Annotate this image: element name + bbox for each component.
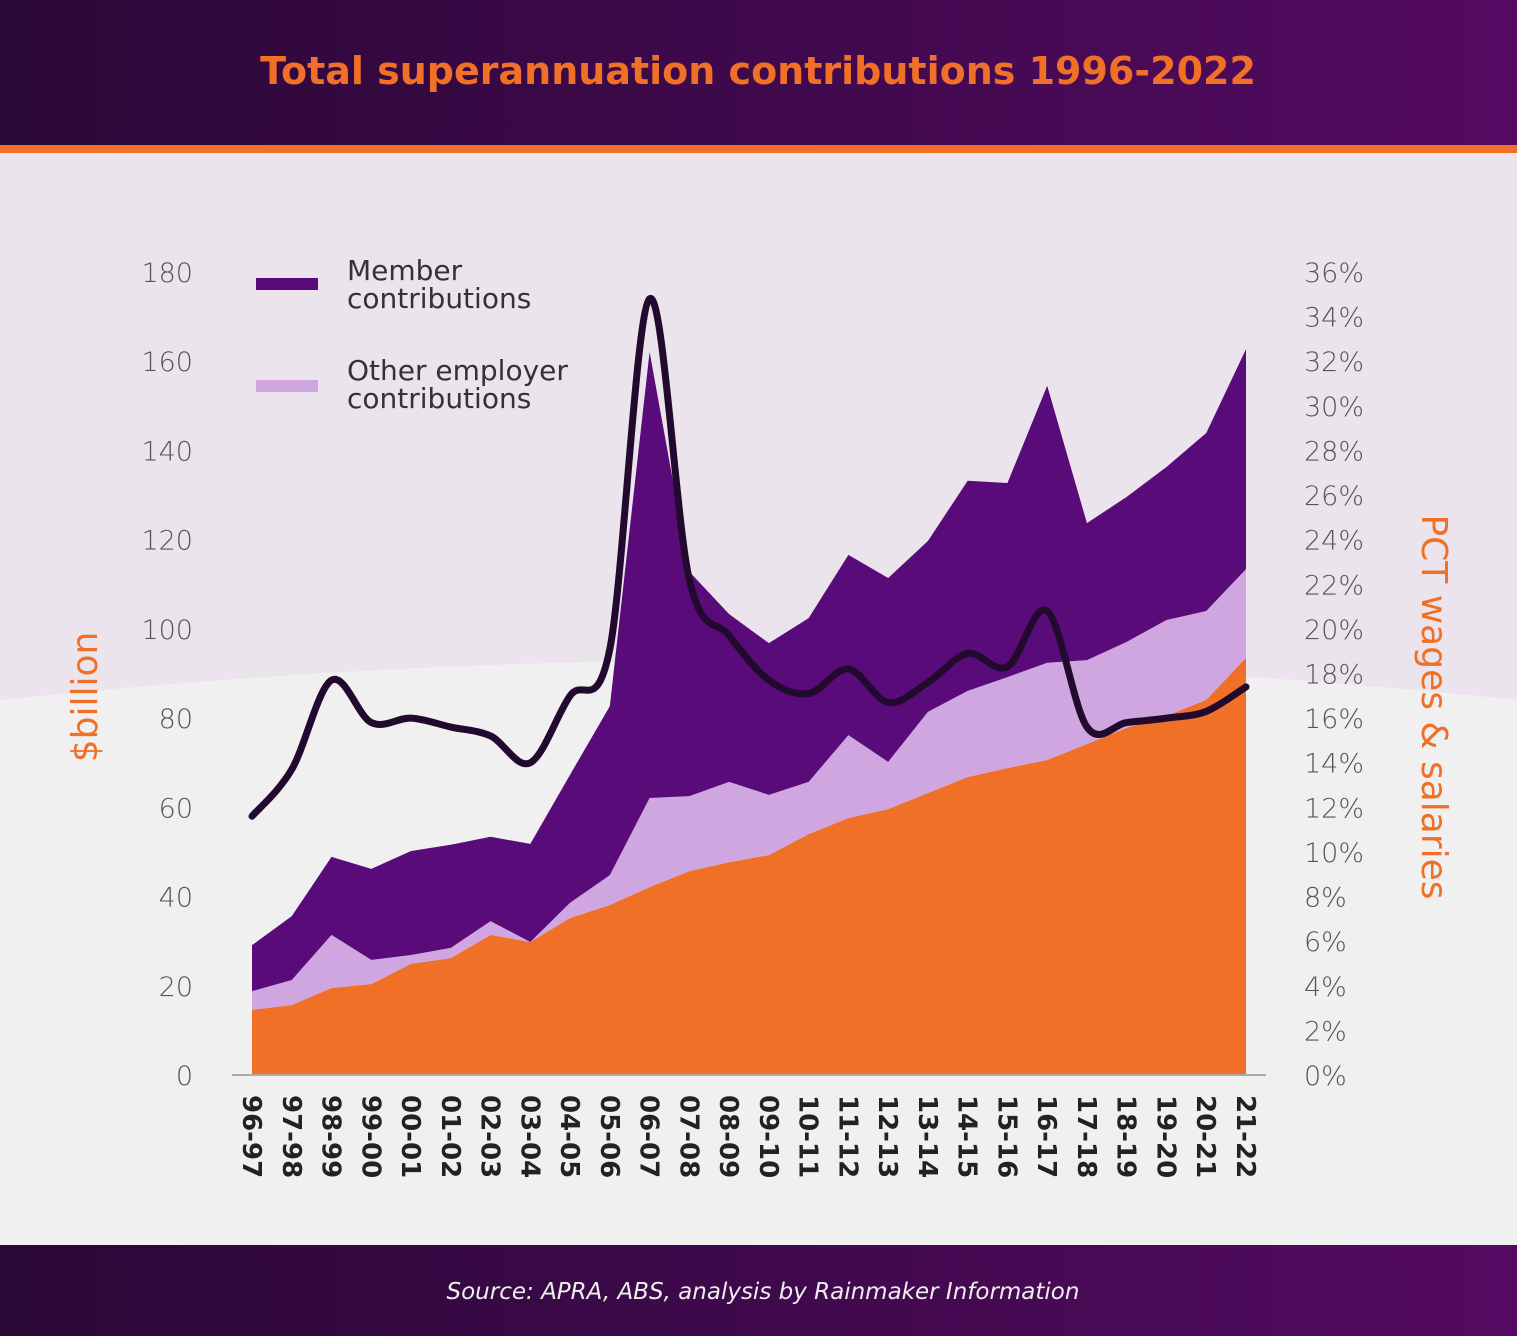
x-tick-label: 18-19	[1111, 1095, 1141, 1178]
x-tick-label: 08-09	[713, 1095, 743, 1178]
area-series-2	[252, 349, 1246, 992]
y-tick-label: 120	[141, 526, 193, 557]
legend: Member contributions Other employer cont…	[256, 254, 568, 415]
x-tick-label: 21-22	[1230, 1095, 1260, 1178]
y-tick-label: 40	[159, 883, 193, 914]
x-tick-label: 04-05	[554, 1095, 584, 1178]
y-tick-label: 140	[141, 436, 193, 467]
x-tick-label: 03-04	[514, 1095, 544, 1178]
y2-tick-label: 34%	[1304, 303, 1364, 334]
area-series-1	[252, 569, 1246, 1010]
y2-tick-label: 8%	[1304, 883, 1347, 914]
x-tick-label: 00-01	[395, 1095, 425, 1178]
x-tick-label: 06-07	[634, 1095, 664, 1178]
x-tick-label: 19-20	[1150, 1095, 1180, 1178]
x-tick-label: 13-14	[912, 1095, 942, 1178]
y2-tick-label: 22%	[1304, 570, 1364, 601]
y2-tick-label: 36%	[1304, 258, 1364, 289]
x-tick-label: 20-21	[1190, 1095, 1220, 1178]
y2-tick-label: 20%	[1304, 615, 1364, 646]
header-band	[0, 0, 1517, 146]
legend-label-member-line1: Member	[347, 254, 463, 287]
chart-title: Total superannuation contributions 1996-…	[260, 49, 1256, 93]
y2-axis-ticks: 0% 2% 4% 6% 8% 10% 12% 14% 16% 18% 20% 22% 24% 26% 28%…	[1304, 258, 1364, 1092]
y2-tick-label: 4%	[1304, 972, 1347, 1003]
y-axis-label: $billion	[65, 632, 106, 763]
legend-swatch-member	[256, 278, 318, 290]
x-tick-label: 98-99	[316, 1095, 346, 1178]
y2-tick-label: 10%	[1304, 838, 1364, 869]
source-note: Source: APRA, ABS, analysis by Rainmaker…	[447, 1279, 1080, 1305]
y2-tick-label: 16%	[1304, 704, 1364, 735]
y-tick-label: 20	[159, 972, 193, 1003]
background-curve	[0, 153, 1517, 700]
x-tick-label: 17-18	[1071, 1095, 1101, 1178]
x-tick-label: 09-10	[753, 1095, 783, 1178]
x-axis-ticks: 96-97 97-98 98-99 99-00 00-01 01-02 02-03 03-04…	[236, 1095, 1260, 1178]
x-tick-label: 96-97	[236, 1095, 266, 1178]
x-tick-label: 97-98	[276, 1095, 306, 1178]
y2-tick-label: 0%	[1304, 1061, 1347, 1092]
y2-tick-label: 14%	[1304, 749, 1364, 780]
x-tick-label: 07-08	[673, 1095, 703, 1178]
y2-tick-label: 2%	[1304, 1016, 1347, 1047]
x-tick-label: 16-17	[1031, 1095, 1061, 1178]
y2-tick-label: 26%	[1304, 481, 1364, 512]
y2-tick-label: 32%	[1304, 347, 1364, 378]
footer-band	[0, 1245, 1517, 1336]
legend-swatch-other-employer	[256, 380, 318, 392]
y-axis-ticks: 0 20 40 60 80 100 120 140 160 180	[141, 258, 193, 1092]
y2-tick-label: 6%	[1304, 927, 1347, 958]
accent-stripe	[0, 145, 1517, 153]
stacked-areas	[252, 349, 1246, 1075]
y2-tick-label: 12%	[1304, 793, 1364, 824]
y-tick-label: 180	[141, 258, 193, 289]
x-tick-label: 02-03	[475, 1095, 505, 1178]
x-tick-label: 99-00	[355, 1095, 385, 1178]
y-tick-label: 0	[176, 1061, 193, 1092]
y-tick-label: 60	[159, 793, 193, 824]
y2-tick-label: 28%	[1304, 436, 1364, 467]
y2-axis-label: PCT wages & salaries	[1413, 514, 1454, 899]
y-tick-label: 160	[141, 347, 193, 378]
x-tick-label: 12-13	[872, 1095, 902, 1178]
legend-label-member-line2: contributions	[347, 282, 531, 315]
area-series-0	[252, 657, 1246, 1075]
x-tick-label: 11-12	[832, 1095, 862, 1178]
x-tick-label: 01-02	[435, 1095, 465, 1178]
pct-wages-line	[248, 295, 1250, 820]
x-tick-label: 05-06	[594, 1095, 624, 1178]
legend-label-other-line1: Other employer	[347, 354, 568, 387]
y2-tick-label: 18%	[1304, 660, 1364, 691]
y2-tick-label: 24%	[1304, 526, 1364, 557]
legend-label-other-line2: contributions	[347, 382, 531, 415]
y2-tick-label: 30%	[1304, 392, 1364, 423]
x-tick-label: 10-11	[793, 1095, 823, 1178]
y-tick-label: 100	[141, 615, 193, 646]
y-tick-label: 80	[159, 704, 193, 735]
x-tick-label: 14-15	[952, 1095, 982, 1178]
x-tick-label: 15-16	[991, 1095, 1021, 1178]
